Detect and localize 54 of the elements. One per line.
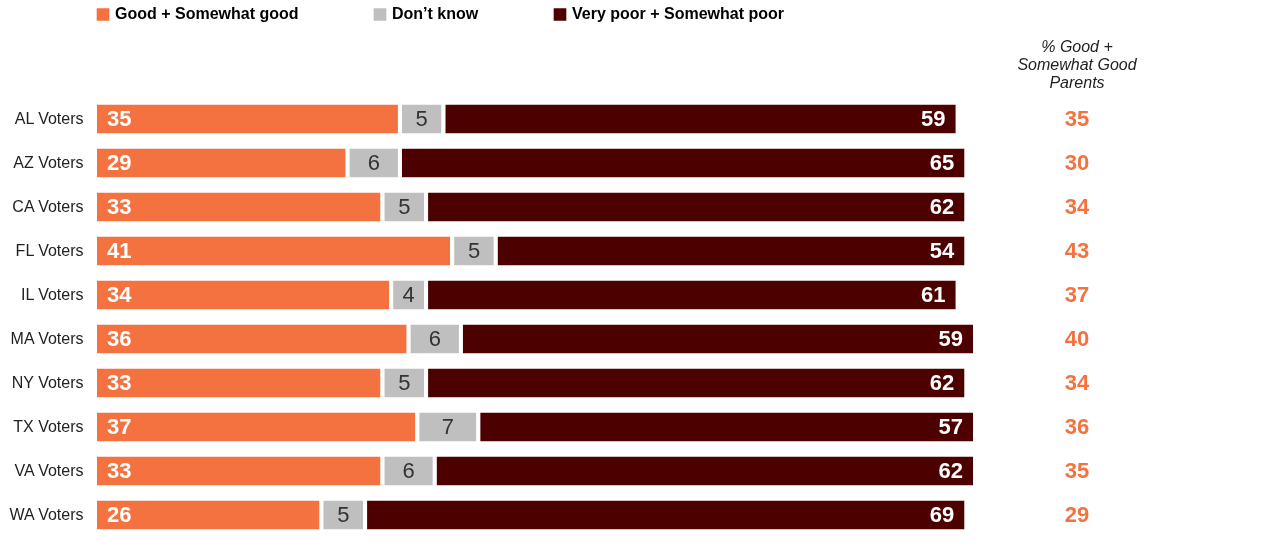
y-tick-label: MA Voters (10, 330, 84, 347)
data-label: 5 (467, 238, 481, 263)
text: 30 (1064, 150, 1090, 175)
text: 43 (1064, 238, 1090, 263)
text: 29 (1064, 502, 1090, 527)
legend-label: Good + Somewhat good (115, 5, 299, 23)
data-label: 33 (107, 370, 132, 395)
data-label: 62 (938, 458, 963, 483)
data-label: 26 (107, 502, 132, 527)
text: % Good + Somewhat Good Parents (1017, 38, 1138, 91)
text: 37 (1064, 282, 1090, 307)
y-tick-label: IL Voters (20, 286, 84, 303)
text: 40 (1064, 326, 1090, 351)
data-label: 5 (415, 106, 428, 131)
data-label: 57 (938, 414, 963, 439)
y-tick-label: AZ Voters (13, 154, 84, 171)
data-label: 33 (107, 194, 132, 219)
text: 34 (1064, 194, 1090, 219)
data-label: 6 (402, 458, 415, 483)
data-label: 5 (398, 370, 411, 395)
data-label: 59 (921, 106, 946, 131)
y-tick-label: CA Voters (12, 198, 84, 215)
data-label: 6 (367, 150, 380, 175)
y-tick-label: NY Voters (11, 374, 84, 391)
data-label: 65 (929, 150, 955, 175)
data-label: 62 (929, 194, 955, 219)
text: 34 (1064, 370, 1090, 395)
text: 35 (1064, 106, 1090, 131)
text: 36 (1064, 414, 1090, 439)
data-label: 37 (107, 414, 132, 439)
data-label: 69 (929, 502, 955, 527)
data-label: 36 (107, 326, 132, 351)
data-label: 34 (107, 282, 133, 307)
y-tick-label: AL Voters (14, 110, 84, 127)
data-label: 61 (921, 282, 946, 307)
data-label: 41 (107, 238, 132, 263)
data-label: 62 (929, 370, 955, 395)
y-tick-label: WA Voters (9, 506, 84, 523)
data-label: 29 (107, 150, 132, 175)
data-label: 33 (107, 458, 132, 483)
text: 35 (1064, 458, 1090, 483)
data-label: 4 (402, 282, 415, 307)
legend-label: Don’t know (392, 5, 479, 23)
data-label: 5 (398, 194, 411, 219)
data-label: 5 (337, 502, 350, 527)
y-tick-label: TX Voters (13, 418, 84, 435)
data-label: 35 (107, 106, 132, 131)
y-tick-label: VA Voters (14, 462, 84, 479)
data-label: 6 (428, 326, 441, 351)
legend-label: Very poor + Somewhat poor (572, 5, 785, 23)
data-label: 7 (441, 414, 454, 439)
y-tick-label: FL Voters (15, 242, 84, 259)
data-label: 59 (938, 326, 963, 351)
data-label: 54 (929, 238, 956, 263)
